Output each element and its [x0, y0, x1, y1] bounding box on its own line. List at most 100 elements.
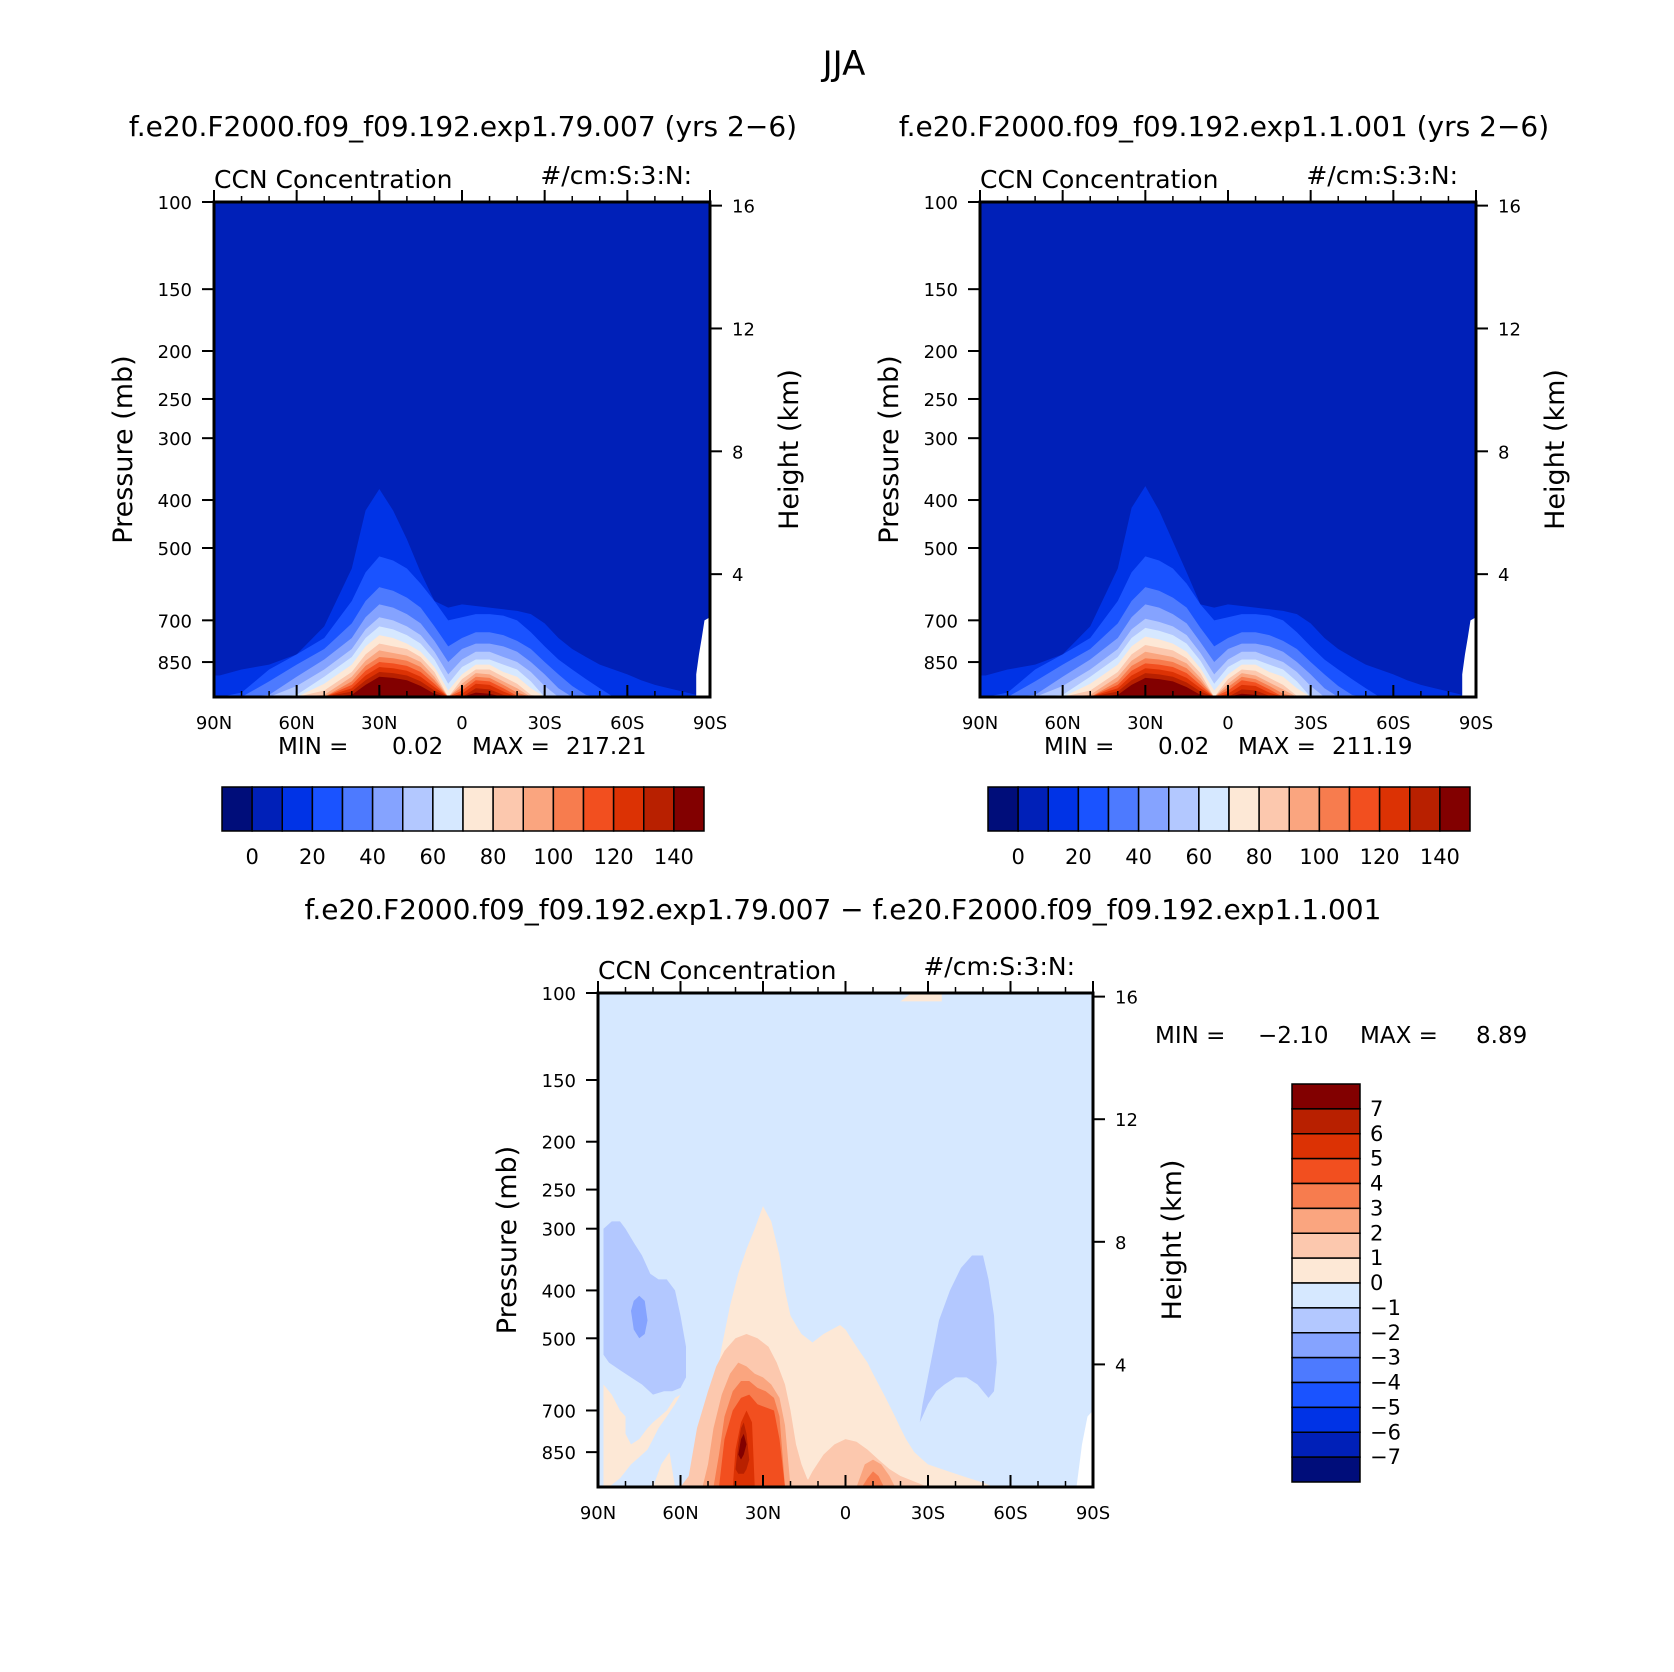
y-axis-label: Pressure (mb): [492, 1146, 523, 1334]
max-value: 217.21: [566, 734, 646, 760]
contour-level-70: [980, 644, 1476, 697]
diff-region-8: [862, 1471, 884, 1487]
y-tick-label: 700: [158, 611, 192, 632]
colorbar-label: −2: [1370, 1321, 1401, 1345]
colorbar-cell: [582, 786, 615, 832]
x-tick-label: 60N: [278, 713, 314, 734]
y-right-axis-label: Height (km): [1540, 369, 1571, 530]
diff-region-12: [738, 1433, 747, 1460]
y-tick-label: 150: [924, 280, 958, 301]
x-tick-label: 30N: [1127, 713, 1163, 734]
case1-title: f.e20.F2000.f09_f09.192.exp1.79.007 (yrs…: [129, 110, 797, 143]
colorbar-label: 2: [1370, 1221, 1383, 1245]
y-tick-label: 250: [542, 1181, 576, 1202]
missing-data: [1462, 617, 1476, 697]
panel-difference: 90N 60N 30N 0 30S 60S 90S100150200250300400500…: [492, 952, 1527, 1524]
panel-case2: 90N 60N 30N 0 30S 60S 90S100150200250300400500…: [874, 161, 1571, 869]
colorbar-cell: [1291, 1108, 1361, 1135]
colorbar-cell: [987, 786, 1019, 832]
colorbar-cell: [1291, 1207, 1361, 1234]
y-tick-label: 250: [924, 390, 958, 411]
colorbar-label: −3: [1370, 1346, 1401, 1370]
y-tick-label: 100: [158, 193, 192, 214]
colorbar-label: 20: [1065, 845, 1092, 869]
colorbar-cell: [1291, 1456, 1361, 1483]
y-axis-label: Pressure (mb): [874, 355, 905, 543]
x-tick-label: 90S: [693, 713, 727, 734]
max-label: MAX =: [1360, 1023, 1438, 1049]
diff-region-4: [804, 1439, 928, 1487]
colorbar-cell: [1107, 786, 1140, 832]
y-right-axis-label: Height (km): [1157, 1160, 1188, 1321]
y-tick-label: 150: [158, 280, 192, 301]
y-tick-label: 300: [542, 1220, 576, 1241]
y-tick-label: 200: [158, 342, 192, 363]
colorbar-cell: [1198, 786, 1230, 832]
diff-region-2: [900, 993, 942, 1002]
x-tick-label: 0: [840, 1503, 851, 1524]
x-tick-label: 60S: [1376, 713, 1410, 734]
colorbar-label: 1: [1370, 1246, 1383, 1270]
colorbar-cell: [1047, 786, 1080, 832]
y-tick-label: 700: [542, 1401, 576, 1422]
min-label: MIN =: [1044, 734, 1114, 760]
colorbar-cell: [1077, 786, 1110, 832]
max-value: 8.89: [1476, 1023, 1527, 1049]
colorbar-cell: [1288, 786, 1321, 832]
colorbar-label: −7: [1370, 1445, 1401, 1469]
colorbar-cell: [1291, 1332, 1361, 1359]
y-right-axis-label: Height (km): [774, 369, 805, 530]
x-tick-label: 90N: [580, 1503, 616, 1524]
colorbar-cell: [1291, 1356, 1361, 1384]
y-tick-label: 250: [158, 390, 192, 411]
diff-region-16: [631, 1295, 648, 1339]
colorbar-label: 100: [1299, 845, 1339, 869]
colorbar-cell: [1291, 1406, 1361, 1433]
colorbar: 0 20 40 60 80 100 120 140: [987, 786, 1471, 869]
colorbar-cell: [643, 786, 675, 832]
figure-title: JJA: [821, 44, 866, 84]
colorbar-label: 0: [1370, 1271, 1383, 1295]
x-tick-label: 30N: [361, 713, 397, 734]
panel-case1: 90N 60N 30N 0 30S 60S 90S100150200250300400500…: [108, 161, 805, 869]
min-label: MIN =: [278, 734, 348, 760]
colorbar-label: 60: [1186, 845, 1213, 869]
diff-region-0: [603, 1384, 681, 1487]
y-tick-label: 300: [158, 429, 192, 450]
variable-label: CCN Concentration: [214, 165, 452, 194]
y-right-tick-label: 8: [732, 442, 743, 463]
colorbar-cell: [432, 786, 464, 832]
colorbar-cell: [612, 786, 645, 832]
x-tick-label: 90S: [1459, 713, 1493, 734]
y-right-tick-label: 16: [1498, 197, 1521, 218]
colorbar-label: 80: [1246, 845, 1273, 869]
colorbar-cell: [1291, 1431, 1361, 1458]
min-value: −2.10: [1258, 1023, 1328, 1049]
x-tick-label: 0: [456, 713, 467, 734]
colorbar-cell: [552, 786, 585, 832]
y-tick-label: 850: [542, 1443, 576, 1464]
max-label: MAX =: [1238, 734, 1316, 760]
y-right-tick-label: 16: [732, 197, 755, 218]
colorbar-cell: [492, 786, 524, 832]
max-label: MAX =: [472, 734, 550, 760]
colorbar-label: 60: [420, 845, 447, 869]
x-tick-label: 90S: [1076, 1503, 1110, 1524]
x-tick-label: 0: [1222, 713, 1233, 734]
variable-label: CCN Concentration: [598, 956, 836, 985]
y-right-tick-label: 8: [1115, 1233, 1126, 1254]
colorbar-cell: [1291, 1307, 1361, 1334]
colorbar-label: 120: [1360, 845, 1400, 869]
max-value: 211.19: [1332, 734, 1412, 760]
variable-label: CCN Concentration: [980, 165, 1218, 194]
x-tick-label: 30S: [1293, 713, 1327, 734]
x-tick-label: 30N: [745, 1503, 781, 1524]
y-tick-label: 500: [924, 539, 958, 560]
x-tick-label: 60N: [1044, 713, 1080, 734]
diff-region-6: [856, 1459, 895, 1487]
colorbar-label: −5: [1370, 1395, 1401, 1419]
y-right-tick-label: 12: [1498, 319, 1521, 340]
contour-field: [598, 993, 1093, 1487]
x-tick-label: 60N: [662, 1503, 698, 1524]
